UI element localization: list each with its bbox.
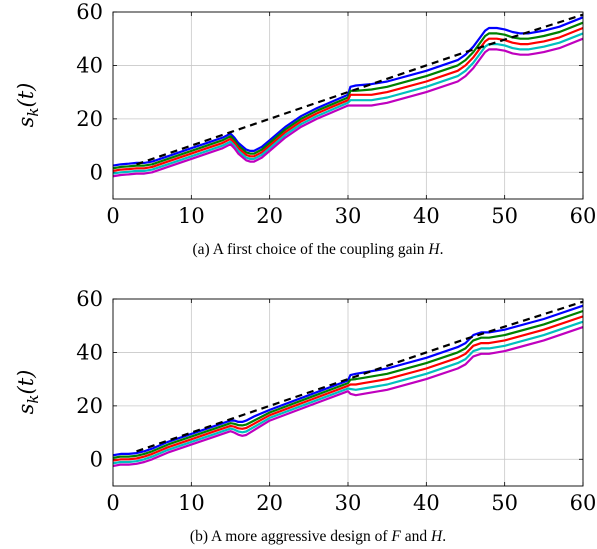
chart-caption: (a) A first choice of the coupling gain …: [193, 241, 444, 258]
chart-caption: (b) A more aggressive design of F and H.: [190, 528, 446, 545]
reference-dashed-line: [136, 300, 583, 453]
series-line-5: [113, 37, 583, 178]
x-tick-label: 0: [106, 491, 119, 515]
x-tick-label: 20: [256, 204, 283, 228]
series-group: [113, 300, 583, 468]
chart-panel-b: 0 10 20 30 40 50 60 0 20 40 60 sk(t) (b) A more aggr…: [14, 287, 596, 545]
caption-part: .: [440, 241, 444, 258]
x-tick-label: 10: [178, 204, 205, 228]
caption-part: H: [427, 241, 440, 258]
caption-part: more aggressive design of: [221, 528, 391, 545]
y-axis-label: sk(t): [14, 83, 42, 128]
y-tick-label: 20: [76, 107, 103, 131]
series-line-1: [113, 16, 583, 167]
x-tick-label: 50: [491, 491, 518, 515]
y-tick-label: 20: [76, 394, 103, 418]
y-label-main: s: [14, 403, 38, 414]
y-tick-label: 60: [76, 0, 103, 24]
chart-panel-a: 0 10 20 30 40 50 60 0 20 40 60 sk(t) (a) A first cho…: [14, 0, 596, 258]
y-tick-label: 0: [90, 160, 103, 184]
series-line-5: [113, 326, 583, 468]
y-tick-label: 0: [90, 447, 103, 471]
x-tick-label: 0: [106, 204, 119, 228]
x-tick-label: 60: [570, 491, 597, 515]
axes-frame: [112, 298, 584, 487]
reference-dashed-line: [136, 13, 583, 166]
x-tick-label: 40: [413, 491, 440, 515]
series-line-3: [113, 315, 583, 462]
series-line-1: [113, 304, 583, 457]
caption-part: (b): [190, 528, 211, 545]
y-tick-label: 60: [76, 287, 103, 311]
axes-frame: [112, 11, 584, 200]
y-label-subscript: k: [24, 394, 42, 403]
series-line-4: [113, 32, 583, 175]
caption-part: H: [430, 528, 443, 545]
x-tick-label: 30: [335, 491, 362, 515]
y-label-main: s: [14, 116, 38, 127]
series-line-4: [113, 320, 583, 465]
caption-part: A: [211, 528, 223, 545]
y-axis-label: sk(t): [14, 370, 42, 415]
series-line-2: [113, 309, 583, 459]
caption-part: .: [442, 528, 446, 545]
y-label-subscript: k: [24, 107, 42, 116]
x-tick-label: 60: [570, 204, 597, 228]
y-tick-label: 40: [76, 340, 103, 364]
caption-part: first choice of the coupling gain: [223, 241, 428, 258]
series-line-2: [113, 21, 583, 170]
y-label-rest: (t): [14, 83, 38, 108]
x-tick-label: 50: [491, 204, 518, 228]
series-group: [113, 13, 583, 178]
x-tick-label: 10: [178, 491, 205, 515]
caption-part: (a): [193, 241, 213, 258]
x-tick-label: 20: [256, 491, 283, 515]
y-label-rest: (t): [14, 370, 38, 395]
x-tick-label: 40: [413, 204, 440, 228]
y-tick-label: 40: [76, 53, 103, 77]
caption-part: F: [390, 528, 401, 545]
caption-part: and: [401, 528, 431, 545]
x-tick-label: 30: [335, 204, 362, 228]
caption-part: A: [213, 241, 225, 258]
